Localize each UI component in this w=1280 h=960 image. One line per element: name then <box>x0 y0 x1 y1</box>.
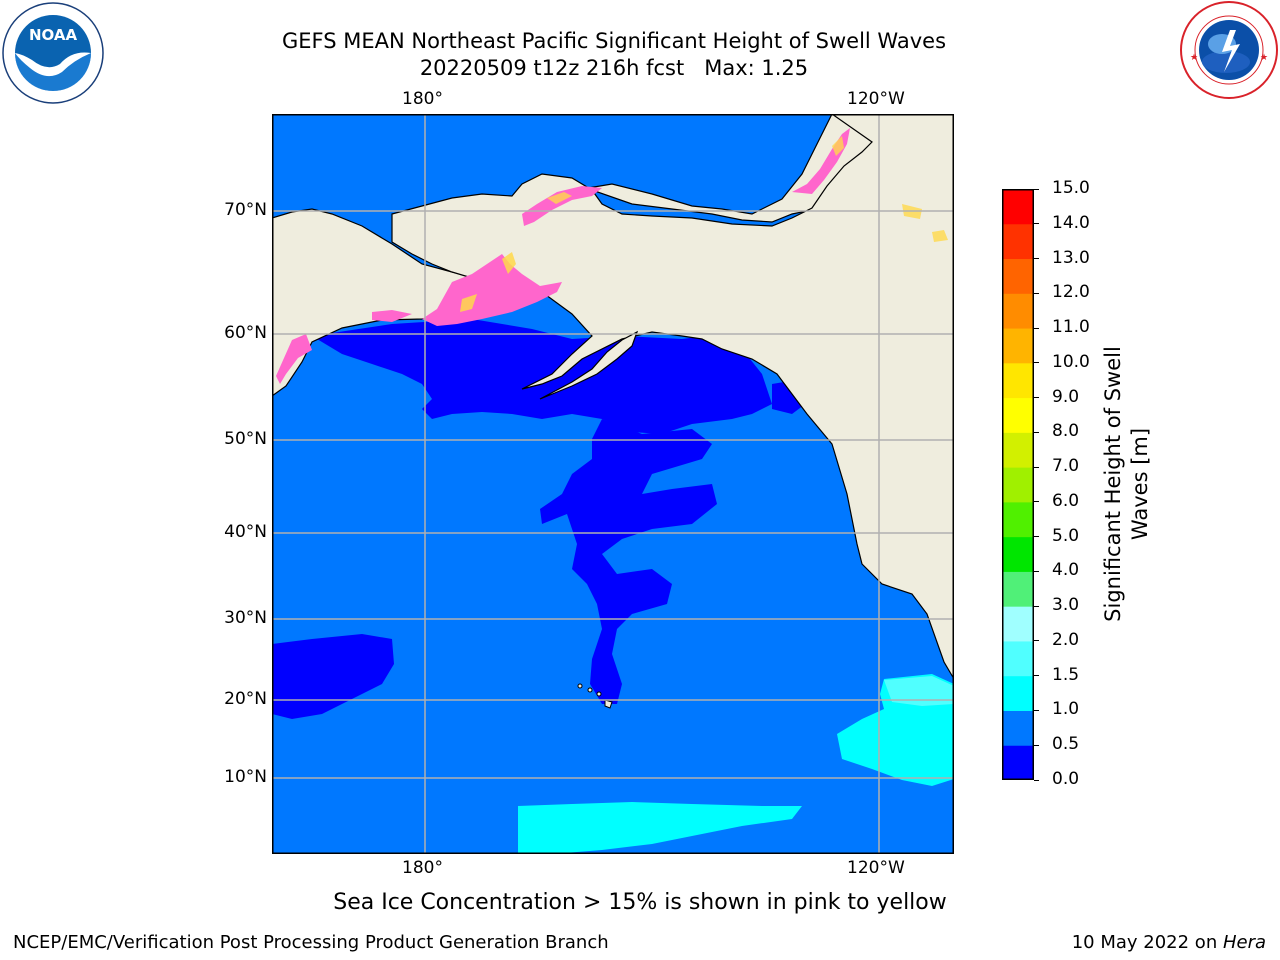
lat-label-20n: 20°N <box>224 689 267 709</box>
colorbar-tick-label: 8.0 <box>1052 421 1080 442</box>
colorbar-tick-label: 7.0 <box>1052 456 1080 477</box>
colorbar-band <box>1002 397 1034 433</box>
colorbar-band <box>1002 467 1034 503</box>
colorbar-tick-label: 0.5 <box>1052 734 1080 755</box>
colorbar <box>1002 189 1034 781</box>
land-alaska-peninsula <box>539 330 639 400</box>
colorbar-tick <box>1034 292 1039 294</box>
footer-host: Hera <box>1222 932 1266 953</box>
lat-label-30n: 30°N <box>224 608 267 628</box>
colorbar-tick <box>1034 188 1039 190</box>
colorbar-band <box>1002 293 1034 329</box>
colorbar-band <box>1002 606 1034 642</box>
colorbar-tick-label: 9.0 <box>1052 386 1080 407</box>
hawaii-islands <box>577 683 613 709</box>
colorbar-label-line1: Significant Height of Swell <box>1101 346 1125 622</box>
colorbar-band <box>1002 675 1034 711</box>
colorbar-band <box>1002 571 1034 607</box>
lat-label-60n: 60°N <box>224 323 267 343</box>
svg-text:★: ★ <box>1190 53 1198 63</box>
colorbar-band <box>1002 189 1034 225</box>
colorbar-tick-label: 4.0 <box>1052 560 1080 581</box>
colorbar-label: Significant Height of Swell Waves [m] <box>1100 314 1154 654</box>
colorbar-band <box>1002 223 1034 260</box>
swell-band-pale-east <box>884 676 954 706</box>
svg-text:★: ★ <box>1260 53 1268 63</box>
lat-label-40n: 40°N <box>224 522 267 542</box>
colorbar-tick <box>1034 744 1039 746</box>
lat-label-70n: 70°N <box>224 200 267 220</box>
map-panel <box>271 113 955 854</box>
colorbar-label-line2: Waves [m] <box>1128 427 1152 541</box>
colorbar-tick-label: 10.0 <box>1052 351 1090 372</box>
top-lon-label-120w: 120°W <box>847 89 905 109</box>
chart-subtitle: 20220509 t12z 216h fcst Max: 1.25 <box>419 56 809 80</box>
colorbar-tick-label: 11.0 <box>1052 317 1090 338</box>
footer-branch: NCEP/EMC/Verification Post Processing Pr… <box>13 932 609 953</box>
colorbar-bands <box>1002 189 1034 781</box>
colorbar-tick <box>1034 570 1039 572</box>
colorbar-tick-label: 1.5 <box>1052 664 1080 685</box>
colorbar-tick-label: 2.0 <box>1052 629 1080 650</box>
graticule <box>272 114 954 854</box>
colorbar-tick <box>1034 779 1039 781</box>
swell-band-low-north <box>312 319 772 434</box>
sea-ice-caption: Sea Ice Concentration > 15% is shown in … <box>333 890 947 915</box>
colorbar-tick <box>1034 258 1039 260</box>
colorbar-band <box>1002 362 1034 399</box>
lat-label-50n: 50°N <box>224 429 267 449</box>
colorbar-frame <box>1002 189 1034 780</box>
colorbar-tick <box>1034 431 1039 433</box>
colorbar-ticks: 0.0 0.5 1.0 1.5 2.0 3.0 4.0 5.0 6.0 7.0 8.0 9.0 10.0… <box>1034 178 1104 789</box>
colorbar-band <box>1002 745 1034 781</box>
colorbar-tick-label: 14.0 <box>1052 212 1090 233</box>
colorbar-tick-label: 5.0 <box>1052 525 1080 546</box>
colorbar-tick <box>1034 675 1039 677</box>
colorbar-band <box>1002 501 1034 538</box>
colorbar-band <box>1002 710 1034 746</box>
colorbar-tick-label: 15.0 <box>1052 178 1090 198</box>
colorbar-tick <box>1034 709 1039 711</box>
colorbar-tick <box>1034 640 1039 642</box>
swell-band-low-tongue <box>540 419 717 704</box>
colorbar-tick-label: 0.0 <box>1052 769 1080 789</box>
footer-date: 10 May 2022 on Hera <box>1072 932 1266 953</box>
map-frame <box>272 114 954 854</box>
colorbar-tick-label: 6.0 <box>1052 490 1080 511</box>
colorbar-band <box>1002 536 1034 572</box>
bottom-lon-label-180: 180° <box>402 858 443 878</box>
colorbar-tick <box>1034 327 1039 329</box>
nws-logo: ★ ★ <box>1178 0 1280 102</box>
colorbar-tick <box>1034 362 1039 364</box>
top-lon-label-180: 180° <box>402 89 443 109</box>
noaa-logo-text: NOAA <box>29 26 78 44</box>
colorbar-tick <box>1034 466 1039 468</box>
colorbar-band <box>1002 328 1034 364</box>
colorbar-tick-label: 1.0 <box>1052 699 1080 720</box>
colorbar-tick <box>1034 536 1039 538</box>
noaa-logo: NOAA <box>2 2 104 104</box>
chart-title: GEFS MEAN Northeast Pacific Significant … <box>281 29 947 53</box>
colorbar-tick <box>1034 605 1039 607</box>
bottom-lon-label-120w: 120°W <box>847 858 905 878</box>
colorbar-band <box>1002 640 1034 677</box>
footer-date-text: 10 May 2022 on <box>1071 932 1223 953</box>
colorbar-band <box>1002 432 1034 468</box>
colorbar-band <box>1002 258 1034 294</box>
colorbar-tick-label: 13.0 <box>1052 247 1090 268</box>
colorbar-tick <box>1034 501 1039 503</box>
colorbar-tick-label: 12.0 <box>1052 282 1090 303</box>
colorbar-tick <box>1034 397 1039 399</box>
colorbar-tick <box>1034 223 1039 225</box>
sea-ice-overlay <box>276 128 948 384</box>
lat-label-10n: 10°N <box>224 767 267 787</box>
swell-band-low-west <box>272 634 394 719</box>
colorbar-tick-label: 3.0 <box>1052 595 1080 616</box>
map-svg <box>271 113 955 854</box>
swell-band-high-south <box>518 802 802 854</box>
